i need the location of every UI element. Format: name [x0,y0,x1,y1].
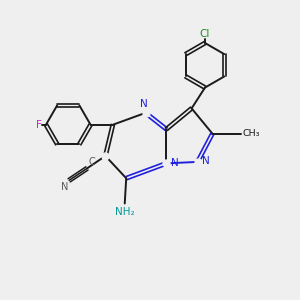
Text: F: F [36,120,42,130]
Text: NH₂: NH₂ [115,207,134,217]
Text: N: N [202,156,209,166]
Text: N: N [61,182,68,192]
Text: N: N [170,158,178,168]
Text: N: N [140,99,148,109]
Text: C: C [88,157,95,166]
Text: Cl: Cl [200,29,210,39]
Text: CH₃: CH₃ [242,129,260,138]
